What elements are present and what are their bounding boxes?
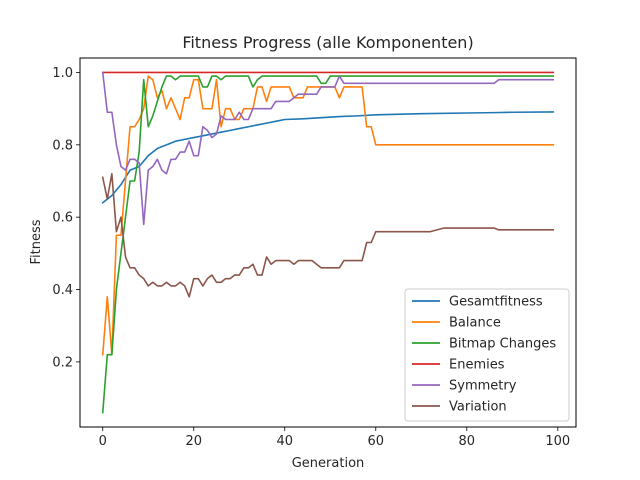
plot-area bbox=[79, 57, 577, 428]
y-tick-label: 1.0 bbox=[52, 66, 73, 81]
x-tick-label: 20 bbox=[185, 434, 202, 449]
x-tick-label: 100 bbox=[545, 434, 570, 449]
y-axis-title: Fitness bbox=[29, 219, 44, 264]
y-tick-label: 0.6 bbox=[52, 211, 73, 226]
x-tick-label: 60 bbox=[368, 434, 385, 449]
series-line-balance bbox=[101, 75, 555, 356]
series-line-gesamtfitness bbox=[101, 111, 555, 204]
legend-label-symmetry: Symmetry bbox=[449, 379, 517, 394]
legend-label-enemies: Enemies bbox=[449, 358, 505, 373]
x-axis-title: Generation bbox=[292, 456, 365, 471]
chart-title: Fitness Progress (alle Komponenten) bbox=[182, 33, 473, 52]
x-tick-label: 0 bbox=[99, 434, 107, 449]
y-tick-label: 0.2 bbox=[52, 355, 73, 370]
legend-items: Gesamtfitness Balance Bitmap Changes Enemie… bbox=[412, 295, 556, 415]
y-tick-label: 0.4 bbox=[52, 283, 73, 298]
x-tick-label: 40 bbox=[276, 434, 293, 449]
y-axis: 0.2 0.4 0.6 0.8 1.0 bbox=[52, 66, 80, 370]
x-tick-label: 80 bbox=[459, 434, 476, 449]
series-layer bbox=[101, 71, 555, 414]
legend: Gesamtfitness Balance Bitmap Changes Enemie… bbox=[404, 288, 570, 422]
series-line-variation bbox=[101, 172, 555, 298]
x-axis: 0 20 40 60 80 100 bbox=[99, 427, 570, 449]
series-line-symmetry bbox=[101, 71, 555, 226]
plot-frame bbox=[79, 57, 577, 428]
legend-box bbox=[404, 288, 570, 422]
legend-label-bitmap-changes: Bitmap Changes bbox=[449, 337, 556, 352]
series-line-bitmap-changes bbox=[101, 75, 555, 414]
legend-label-balance: Balance bbox=[449, 316, 501, 331]
legend-label-variation: Variation bbox=[449, 400, 507, 415]
y-tick-label: 0.8 bbox=[52, 138, 73, 153]
legend-label-gesamtfitness: Gesamtfitness bbox=[449, 295, 543, 310]
